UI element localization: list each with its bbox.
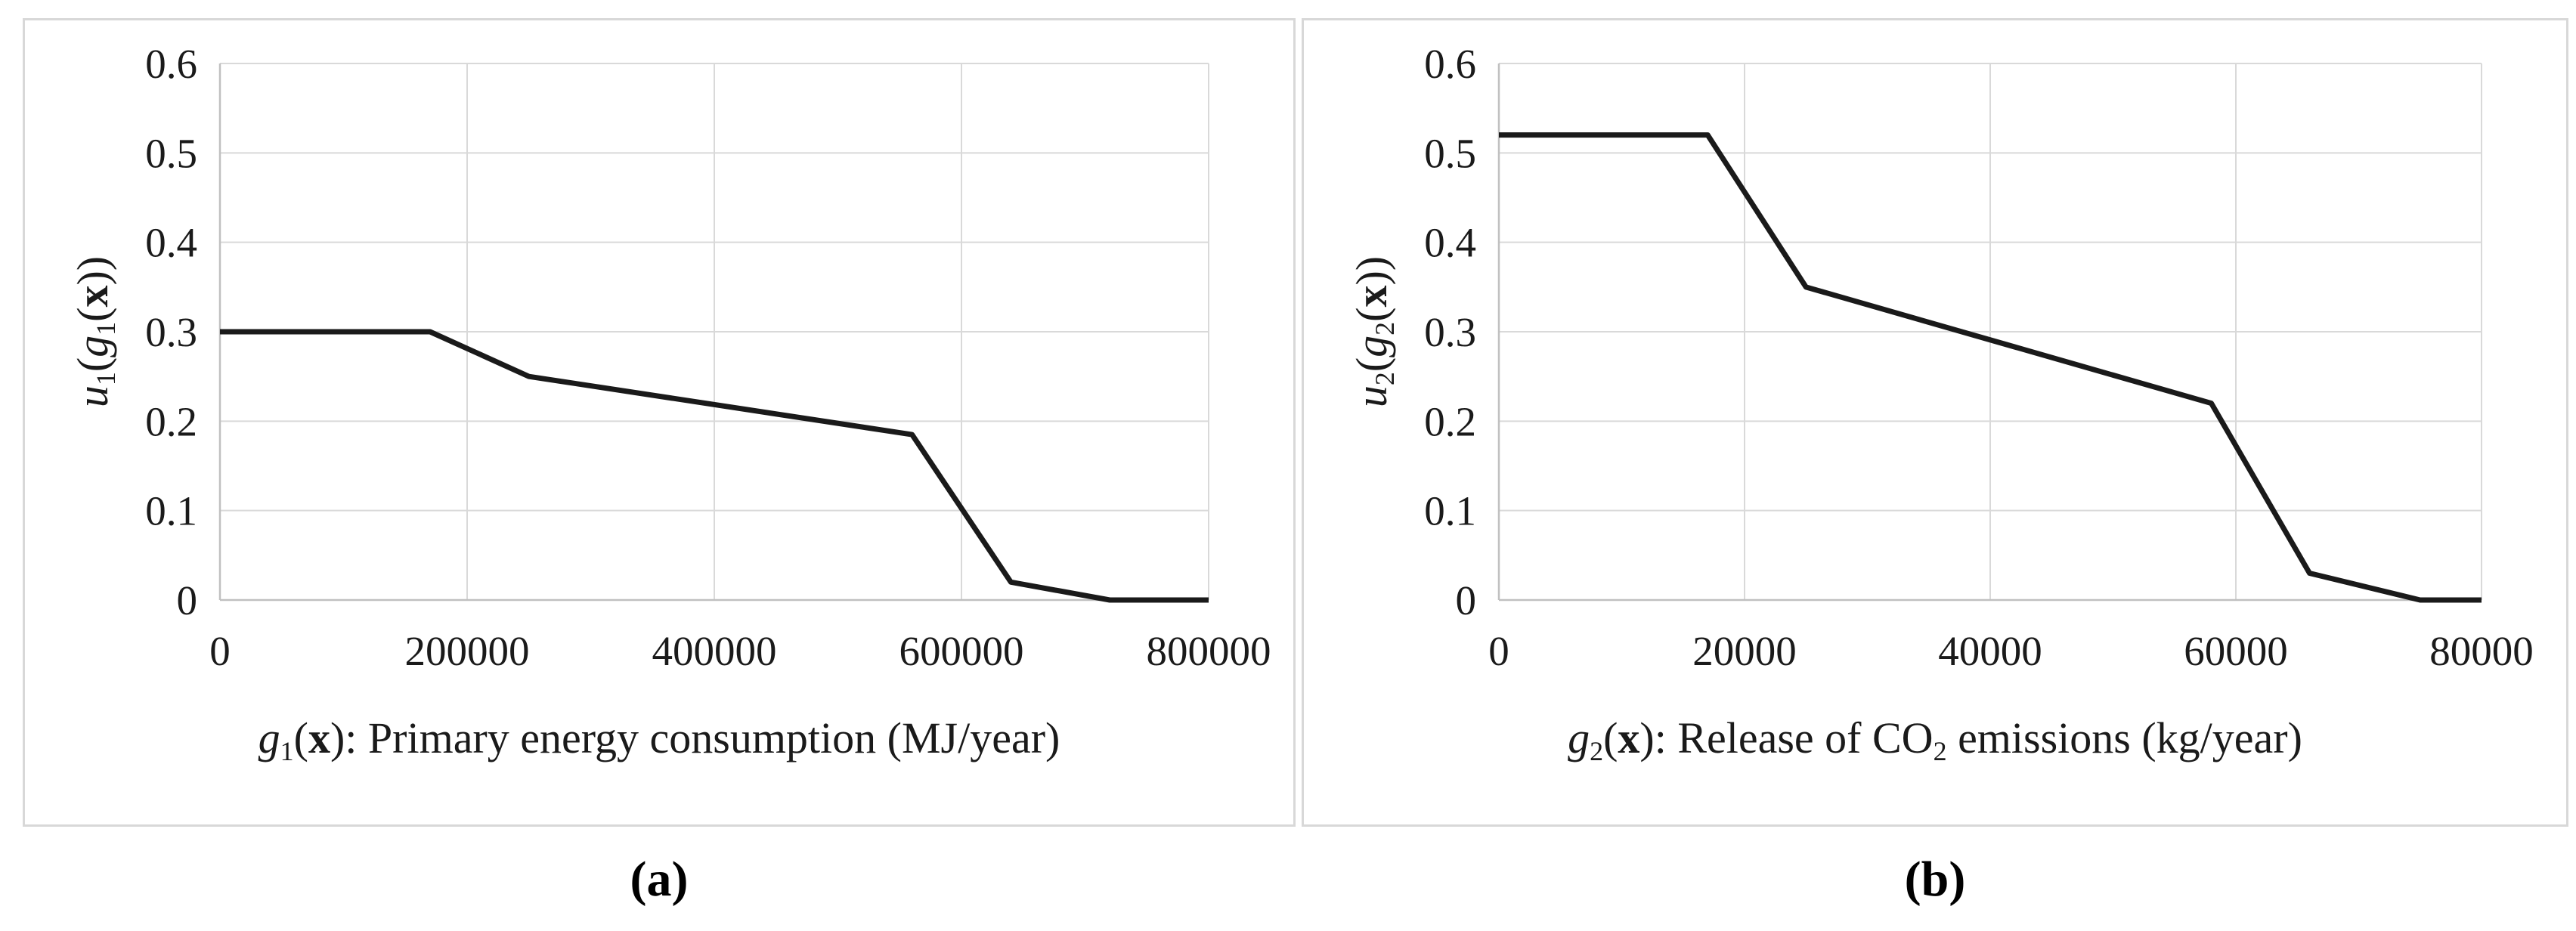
label-run: ): Primary energy consumption (MJ/year) bbox=[330, 713, 1060, 762]
label-run: emissions (kg/year) bbox=[1946, 713, 2302, 762]
y-tick-label: 0.6 bbox=[1424, 41, 1476, 87]
tick-labels: 0 0.1 0.2 0.3 0.4 0.5 0.6 0 200000 400000 600000 80… bbox=[145, 41, 1271, 674]
chart-a-plot: 0 0.1 0.2 0.3 0.4 0.5 0.6 0 200000 400000 600000 80… bbox=[145, 41, 1271, 674]
x-tick-label: 40000 bbox=[1938, 628, 2042, 674]
label-run: ( bbox=[67, 307, 117, 322]
y-axis-title-b: u2(g2(x)) bbox=[1346, 256, 1401, 407]
label-run: x bbox=[1346, 285, 1396, 308]
caption-a: (a) bbox=[630, 852, 689, 907]
label-run: ): Release of CO bbox=[1639, 713, 1934, 762]
y-tick-label: 0.4 bbox=[1424, 220, 1476, 266]
axes bbox=[1497, 63, 2482, 602]
label-run: ( bbox=[293, 713, 308, 762]
x-tick-label: 400000 bbox=[652, 628, 777, 674]
y-tick-label: 0.3 bbox=[145, 309, 197, 355]
label-run: ( bbox=[67, 357, 117, 373]
gridlines bbox=[1499, 63, 2482, 600]
tick-labels: 0 0.1 0.2 0.3 0.4 0.5 0.6 0 20000 40000 60000 80000 bbox=[1424, 41, 2534, 674]
label-run: g bbox=[1346, 335, 1396, 357]
caption-b: (b) bbox=[1904, 852, 1966, 907]
x-tick-label: 600000 bbox=[899, 628, 1024, 674]
chart-b-plot: 0 0.1 0.2 0.3 0.4 0.5 0.6 0 20000 40000 60000 80000 bbox=[1424, 41, 2534, 674]
label-run: ( bbox=[1346, 307, 1396, 322]
x-axis-title-b: g2(x): Release of CO2 emissions (kg/year… bbox=[1568, 713, 2302, 767]
x-axis-title-a: g1(x): Primary energy consumption (MJ/ye… bbox=[259, 713, 1060, 767]
y-tick-label: 0.6 bbox=[145, 41, 197, 87]
label-run: 2 bbox=[1370, 321, 1401, 336]
y-tick-label: 0.1 bbox=[145, 488, 197, 534]
label-run: u bbox=[67, 385, 117, 408]
y-tick-label: 0 bbox=[177, 577, 198, 623]
y-tick-label: 0.5 bbox=[1424, 130, 1476, 176]
label-run: g bbox=[67, 335, 117, 357]
y-tick-label: 0.2 bbox=[1424, 398, 1476, 444]
label-run: x bbox=[67, 285, 117, 308]
x-tick-label: 60000 bbox=[2184, 628, 2288, 674]
label-run: )) bbox=[67, 255, 117, 286]
y-tick-label: 0.5 bbox=[145, 130, 197, 176]
label-run: 1 bbox=[91, 372, 122, 386]
label-run: ( bbox=[1346, 357, 1396, 373]
label-run: 2 bbox=[1933, 736, 1947, 767]
label-run: x bbox=[308, 713, 330, 762]
x-tick-label: 0 bbox=[209, 628, 231, 674]
label-run: 2 bbox=[1590, 736, 1604, 767]
label-run: 1 bbox=[280, 736, 294, 767]
label-run: ( bbox=[1603, 713, 1618, 762]
label-run: u bbox=[1346, 385, 1396, 408]
x-tick-label: 800000 bbox=[1147, 628, 1271, 674]
chart-panel-a: 0 0.1 0.2 0.3 0.4 0.5 0.6 0 200000 400000 600000 80… bbox=[23, 18, 1296, 827]
label-run: )) bbox=[1346, 255, 1396, 286]
x-tick-label: 200000 bbox=[405, 628, 530, 674]
label-run: g bbox=[258, 713, 280, 762]
label-run: 2 bbox=[1370, 372, 1401, 386]
chart-panel-b: 0 0.1 0.2 0.3 0.4 0.5 0.6 0 20000 40000 60000 80000… bbox=[1302, 18, 2568, 827]
y-tick-label: 0.4 bbox=[145, 220, 197, 266]
y-tick-label: 0.1 bbox=[1424, 488, 1476, 534]
label-run: x bbox=[1618, 713, 1640, 762]
y-axis-title-a: u1(g1(x)) bbox=[67, 256, 122, 407]
label-run: g bbox=[1568, 713, 1590, 762]
y-tick-label: 0 bbox=[1456, 577, 1477, 623]
data-line bbox=[1499, 132, 2482, 603]
y-tick-label: 0.2 bbox=[145, 398, 197, 444]
label-run: 1 bbox=[91, 321, 122, 336]
data-line bbox=[220, 329, 1209, 603]
x-tick-label: 20000 bbox=[1692, 628, 1797, 674]
x-tick-label: 0 bbox=[1488, 628, 1509, 674]
y-tick-label: 0.3 bbox=[1424, 309, 1476, 355]
x-tick-label: 80000 bbox=[2429, 628, 2534, 674]
